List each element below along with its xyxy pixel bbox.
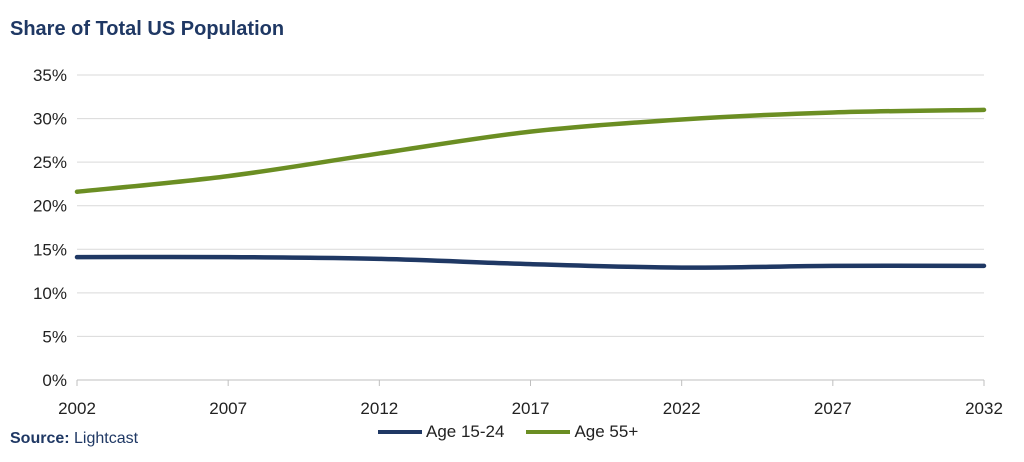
y-tick-label: 10% xyxy=(33,284,67,303)
legend-swatch xyxy=(526,430,571,434)
chart-title: Share of Total US Population xyxy=(10,18,285,40)
series-lines xyxy=(74,107,987,270)
y-tick-label: 25% xyxy=(33,153,67,172)
x-axis xyxy=(76,379,985,386)
source-note: Source: Lightcast xyxy=(10,430,138,448)
source-label: Source: xyxy=(10,430,70,447)
legend-item-age-55-plus: Age 55+ xyxy=(526,422,638,442)
x-tick-label: 2007 xyxy=(209,399,247,418)
gridlines xyxy=(77,74,984,337)
x-tick-label: 2027 xyxy=(814,399,852,418)
legend-label: Age 15-24 xyxy=(426,422,505,441)
series-line-age-15-24 xyxy=(74,254,987,270)
source-value: Lightcast xyxy=(74,430,139,447)
x-tick-label: 2032 xyxy=(965,399,1003,418)
y-tick-label: 20% xyxy=(33,197,67,216)
x-tick-label: 2017 xyxy=(512,399,550,418)
x-tick-label: 2012 xyxy=(360,399,398,418)
legend-label: Age 55+ xyxy=(574,422,639,441)
x-tick-label: 2002 xyxy=(58,399,96,418)
series-line-age-55-plus xyxy=(74,107,987,195)
y-tick-label: 5% xyxy=(42,327,67,346)
y-tick-label: 15% xyxy=(33,240,67,259)
y-axis-tick-labels: 0% 5% 10% 15% 20% 25% 30% 35% xyxy=(33,66,67,390)
y-tick-label: 30% xyxy=(33,110,67,129)
y-tick-label: 35% xyxy=(33,66,67,85)
legend-item-age-15-24: Age 15-24 xyxy=(378,422,504,442)
legend-swatch xyxy=(378,430,422,434)
x-tick-label: 2022 xyxy=(663,399,701,418)
x-axis-tick-labels: 2002 2007 2012 2017 2022 2027 2032 xyxy=(58,399,1003,418)
legend: Age 15-24 Age 55+ xyxy=(378,422,638,442)
y-tick-label: 0% xyxy=(42,371,67,390)
